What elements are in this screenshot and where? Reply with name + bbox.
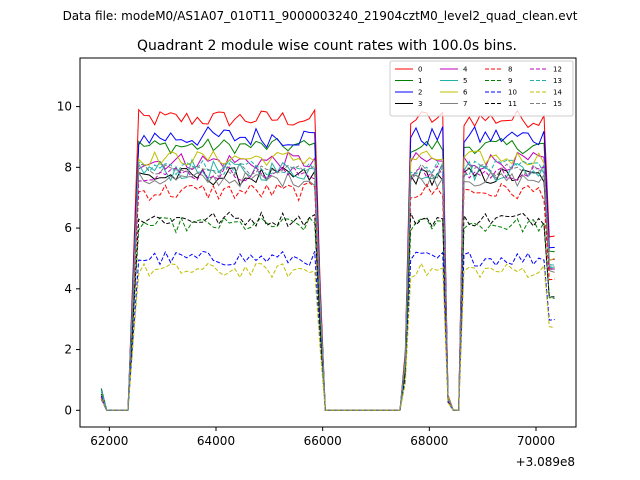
x-tick-label: 70000 [517, 434, 555, 448]
y-tick-label: 4 [64, 282, 72, 296]
series-line-14 [100, 262, 555, 411]
suptitle: Data file: modeM0/AS1A07_010T11_90000032… [63, 9, 578, 23]
legend-label-6: 6 [463, 89, 468, 97]
series-line-6 [100, 150, 555, 411]
legend-box [389, 60, 574, 117]
y-tick-label: 2 [64, 343, 72, 357]
series-line-3 [100, 166, 555, 411]
y-tick-label: 10 [57, 100, 72, 114]
series-line-11 [100, 211, 555, 411]
series-line-8 [100, 182, 555, 411]
series-lines [100, 108, 555, 411]
legend-label-1: 1 [418, 77, 422, 85]
chart-title: Quadrant 2 module wise count rates with … [137, 38, 517, 54]
legend-label-15: 15 [553, 100, 562, 108]
legend-label-4: 4 [463, 66, 468, 74]
x-tick-label: 68000 [410, 434, 448, 448]
series-line-5 [100, 158, 555, 411]
legend-label-10: 10 [508, 89, 517, 97]
plot-area: 62000 64000 66000 68000 70000024681001234567… [57, 57, 577, 448]
series-line-13 [100, 159, 555, 411]
legend-label-5: 5 [463, 77, 467, 85]
y-tick-label: 8 [64, 160, 72, 174]
legend-label-9: 9 [508, 77, 512, 85]
legend-label-12: 12 [553, 66, 562, 74]
axes-frame [79, 57, 577, 428]
legend-label-7: 7 [463, 100, 467, 108]
x-tick-label: 64000 [197, 434, 235, 448]
x-tick-label: 62000 [90, 434, 128, 448]
legend-label-8: 8 [508, 66, 512, 74]
legend-label-14: 14 [553, 89, 562, 97]
legend-label-0: 0 [418, 66, 422, 74]
legend-label-3: 3 [418, 100, 422, 108]
legend-label-2: 2 [418, 89, 422, 97]
y-tick-label: 0 [64, 403, 72, 417]
series-line-9 [100, 216, 555, 411]
x-tick-label: 66000 [304, 434, 342, 448]
y-tick-label: 6 [64, 221, 72, 235]
series-line-10 [100, 250, 555, 411]
legend-label-11: 11 [508, 100, 517, 108]
series-line-7 [100, 170, 555, 411]
x-axis-offset-label: +3.089e8 [516, 455, 575, 469]
legend-label-13: 13 [553, 77, 562, 85]
series-line-4 [100, 151, 555, 411]
series-line-12 [100, 165, 555, 411]
series-line-15 [100, 162, 555, 411]
